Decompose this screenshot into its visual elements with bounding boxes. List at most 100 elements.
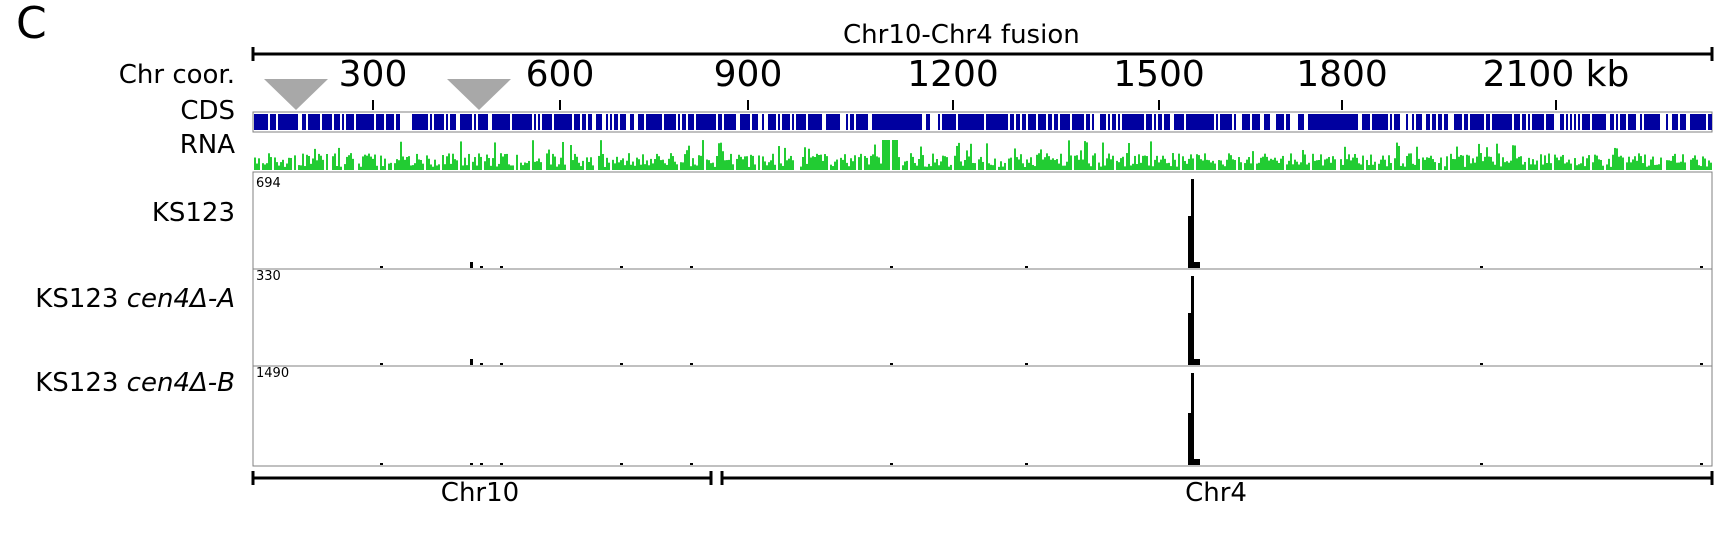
rna-bar [1164, 158, 1166, 170]
cds-segment [1602, 114, 1604, 130]
rna-bar [1710, 162, 1712, 170]
rna-bar [1218, 160, 1220, 170]
cds-segment [348, 114, 350, 130]
rna-bar [1112, 155, 1114, 170]
cds-segment [436, 114, 438, 130]
cds-segment [1652, 114, 1654, 130]
cds-segment [894, 114, 896, 130]
rna-bar [1234, 160, 1236, 170]
rna-bar [528, 160, 530, 170]
cds-segment [1286, 114, 1288, 130]
centromere-peak [1191, 179, 1194, 268]
cds-segment [746, 114, 748, 130]
cds-segment [652, 114, 654, 130]
rna-bar [1514, 145, 1516, 170]
rna-bar [626, 160, 628, 170]
cds-segment [670, 114, 672, 130]
cds-segment [944, 114, 946, 130]
rna-bar [1478, 143, 1480, 170]
cds-segment [1062, 114, 1064, 130]
rna-bar [1490, 156, 1492, 170]
cds-segment [1160, 114, 1162, 130]
cds-segment [1322, 114, 1324, 130]
rna-bar [914, 163, 916, 170]
cds-segment [904, 114, 906, 130]
rna-bar [654, 159, 656, 170]
rna-bar [886, 140, 888, 170]
cds-segment [952, 114, 954, 130]
rna-bar [524, 162, 526, 170]
rna-bar [1482, 161, 1484, 170]
rna-bar [712, 162, 714, 170]
rna-bar [758, 155, 760, 170]
background-signal [500, 463, 503, 465]
rna-bar [738, 154, 740, 170]
rna-bar [1030, 157, 1032, 170]
rna-bar [904, 161, 906, 170]
rna-bar [846, 162, 848, 170]
rna-bar [896, 140, 898, 170]
cds-segment [1130, 114, 1132, 130]
rna-bar [782, 165, 784, 170]
cds-segment [1492, 114, 1494, 130]
rna-bar [1138, 154, 1140, 170]
rna-bar [1588, 155, 1590, 170]
rna-bar [398, 160, 400, 170]
rna-bar [960, 161, 962, 170]
cds-segment [960, 114, 962, 130]
rna-bar [1566, 162, 1568, 170]
centromere-peak-base [1194, 459, 1200, 465]
rna-bar [282, 159, 284, 170]
rna-bar [1610, 166, 1612, 170]
rna-bar [1536, 160, 1538, 170]
rna-bar [1046, 153, 1048, 170]
rna-bar [1460, 155, 1462, 170]
cds-segment [1254, 114, 1256, 130]
cds-segment [598, 114, 600, 130]
rna-bar [1082, 159, 1084, 170]
rna-bar [1390, 162, 1392, 170]
rna-bar [804, 147, 806, 170]
rna-bar [864, 156, 866, 170]
rna-bar [1698, 165, 1700, 170]
rna-bar [958, 142, 960, 170]
centromere-peak-base [1194, 359, 1200, 365]
rna-bar [1544, 155, 1546, 170]
cds-segment [648, 114, 650, 130]
axis-tick-marks [372, 100, 1557, 110]
rna-bar [1132, 163, 1134, 170]
rna-bar [1380, 159, 1382, 170]
rna-bar [1206, 159, 1208, 170]
cds-segment [1366, 114, 1368, 130]
cds-segment [1226, 114, 1228, 130]
rna-bar [692, 158, 694, 170]
cds-segment [326, 114, 328, 130]
cds-segment [640, 114, 642, 130]
cds-segment [818, 114, 820, 130]
cds-segment [284, 114, 286, 130]
rna-bar [850, 158, 852, 170]
rna-bar [1542, 164, 1544, 170]
cds-segment [720, 114, 722, 130]
cds-segment [1364, 114, 1366, 130]
cds-segment [1566, 114, 1568, 130]
rna-bar [1488, 156, 1490, 170]
cds-segment [1528, 114, 1530, 130]
rna-bar [1078, 159, 1080, 170]
cds-segment [504, 114, 506, 130]
cds-segment [328, 114, 330, 130]
cds-segment [512, 114, 514, 130]
cds-segment [1458, 114, 1460, 130]
cds-segment [828, 114, 830, 130]
rna-bar [746, 156, 748, 170]
cds-segment [668, 114, 670, 130]
rna-bar [1414, 164, 1416, 170]
cds-segment [324, 114, 326, 130]
rna-bar [622, 158, 624, 170]
rna-bar [700, 155, 702, 170]
rna-bar [780, 163, 782, 170]
rna-bar [1474, 162, 1476, 170]
rna-bar [564, 164, 566, 170]
rna-bar [1258, 162, 1260, 170]
cds-segment [1446, 114, 1448, 130]
